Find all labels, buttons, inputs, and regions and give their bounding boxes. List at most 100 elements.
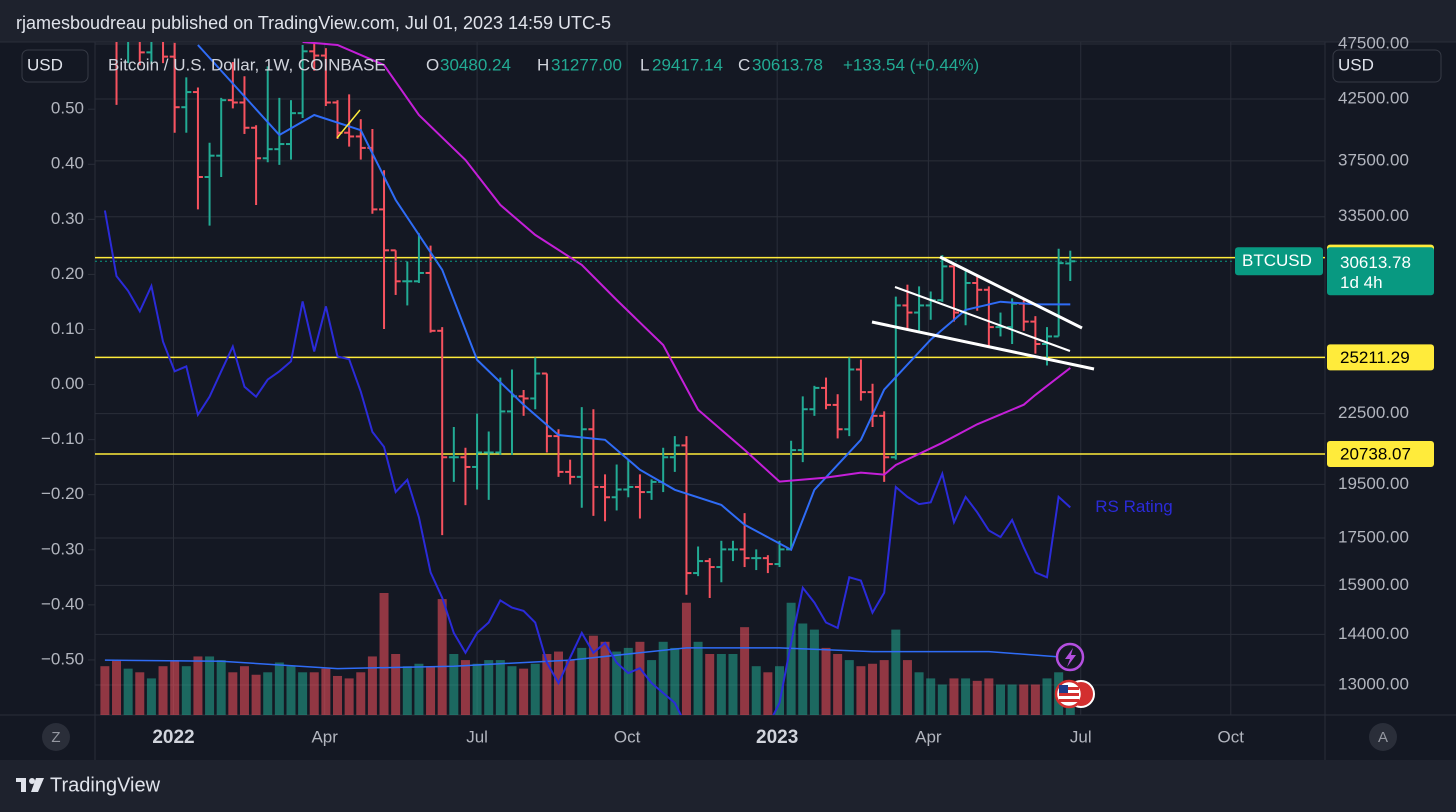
y2-tick-label: −0.10 (41, 429, 84, 448)
volume-bar (112, 660, 122, 715)
volume-bar (833, 654, 843, 715)
volume-bar (344, 678, 354, 715)
volume-bar (937, 684, 947, 715)
volume-bar (588, 635, 598, 715)
x-tick-label: Jul (466, 727, 488, 746)
volume-bar (1007, 684, 1017, 715)
rs-line (103, 210, 1071, 715)
volume-bar (809, 629, 819, 715)
volume-bar (181, 666, 191, 715)
volume-average-line (104, 647, 1071, 670)
y-tick-label: 17500.00 (1338, 527, 1409, 546)
volume-bar (600, 641, 610, 715)
volume-bar (309, 672, 319, 715)
y-tick-label: 14400.00 (1338, 624, 1409, 643)
y2-tick-label: −0.50 (41, 649, 84, 668)
lightning (1065, 648, 1076, 667)
logo-part (29, 778, 35, 784)
volume-bar (774, 666, 784, 715)
axis-button[interactable] (42, 723, 70, 751)
volume-bar (972, 680, 982, 715)
level-tag (1327, 440, 1434, 467)
legend-change: +133.54 (+0.44%) (843, 55, 979, 74)
volume-bar (530, 663, 540, 715)
volume-bar (635, 641, 645, 715)
axis-button-label[interactable]: A (1378, 729, 1388, 746)
y-tick-label: 22500.00 (1338, 403, 1409, 422)
volume-bar (705, 654, 715, 715)
volume-bar (763, 672, 773, 715)
x-tick-label: Apr (311, 727, 338, 746)
volume-bar (507, 666, 517, 715)
brand-logo (16, 778, 44, 792)
footer (0, 760, 1456, 812)
publish-header: rjamesboudreau published on TradingView.… (16, 13, 611, 33)
symbol-tag (1235, 247, 1323, 276)
volume-bar (460, 660, 470, 715)
volume-bar (170, 660, 180, 715)
trend-line (894, 286, 1071, 352)
volume-bar (949, 678, 959, 715)
volume-bar (902, 660, 912, 715)
volume-bar (286, 666, 296, 715)
symbol-title: Bitcoin / U.S. Dollar, 1W, COINBASE (108, 55, 386, 74)
chart-pane (0, 42, 1456, 760)
x-tick-label: 2022 (152, 727, 194, 748)
volume-bar (379, 593, 389, 715)
y-tick-label: 37500.00 (1338, 150, 1409, 169)
y-tick-label: 47500.00 (1338, 33, 1409, 52)
volume-bar (216, 660, 226, 715)
volume-bar (926, 678, 936, 715)
y2-tick-label: −0.20 (41, 484, 84, 503)
volume-bar (321, 668, 331, 715)
volume-bar (251, 674, 261, 715)
volume-bar (1042, 678, 1052, 715)
volume-bar (263, 672, 273, 715)
volume-bar (1019, 684, 1029, 715)
volume-bar (519, 668, 529, 715)
currency-box (21, 49, 89, 83)
volume-bar (693, 641, 703, 715)
volume-bar (821, 647, 831, 715)
flag-stripe (1059, 699, 1079, 702)
volume-bar (740, 627, 750, 715)
volume-bar (995, 684, 1005, 715)
volume-bar (495, 660, 505, 715)
volume-bar (623, 647, 633, 715)
volume-bar (333, 675, 343, 715)
currency-right: USD (1338, 55, 1374, 74)
volume-bar (658, 641, 668, 715)
plot-area (95, 42, 1325, 715)
series-label: RS Rating (1095, 497, 1172, 516)
volume-bar (472, 663, 482, 715)
axis-button[interactable] (1369, 723, 1397, 751)
volume-bar (484, 660, 494, 715)
volume-bar (716, 654, 726, 715)
x-tick-label: Oct (614, 727, 641, 746)
volume-bar (402, 666, 412, 715)
volume-bar (356, 672, 366, 715)
volume-bar (786, 602, 796, 715)
volume-bar (100, 666, 110, 715)
trend-line (871, 320, 1095, 371)
x-tick-label: Apr (915, 727, 942, 746)
flag-canton (1059, 685, 1068, 693)
legend-key: O (426, 55, 439, 74)
x-tick-label: 2023 (756, 727, 798, 748)
volume-bar (205, 656, 215, 715)
axis-button-label[interactable]: Z (51, 729, 60, 746)
brand: TradingView (50, 774, 161, 796)
flag-stripe (1059, 687, 1079, 690)
volume-bar (751, 666, 761, 715)
currency-left: USD (27, 55, 63, 74)
volume-bar (856, 666, 866, 715)
volume-bar (868, 663, 878, 715)
volume-bar (577, 647, 587, 715)
y-tick-label: 13000.00 (1338, 674, 1409, 693)
volume-bar (414, 663, 424, 715)
logo-part (31, 778, 44, 792)
y-tick-label: 33500.00 (1338, 206, 1409, 225)
legend-value: 30613.78 (752, 55, 823, 74)
